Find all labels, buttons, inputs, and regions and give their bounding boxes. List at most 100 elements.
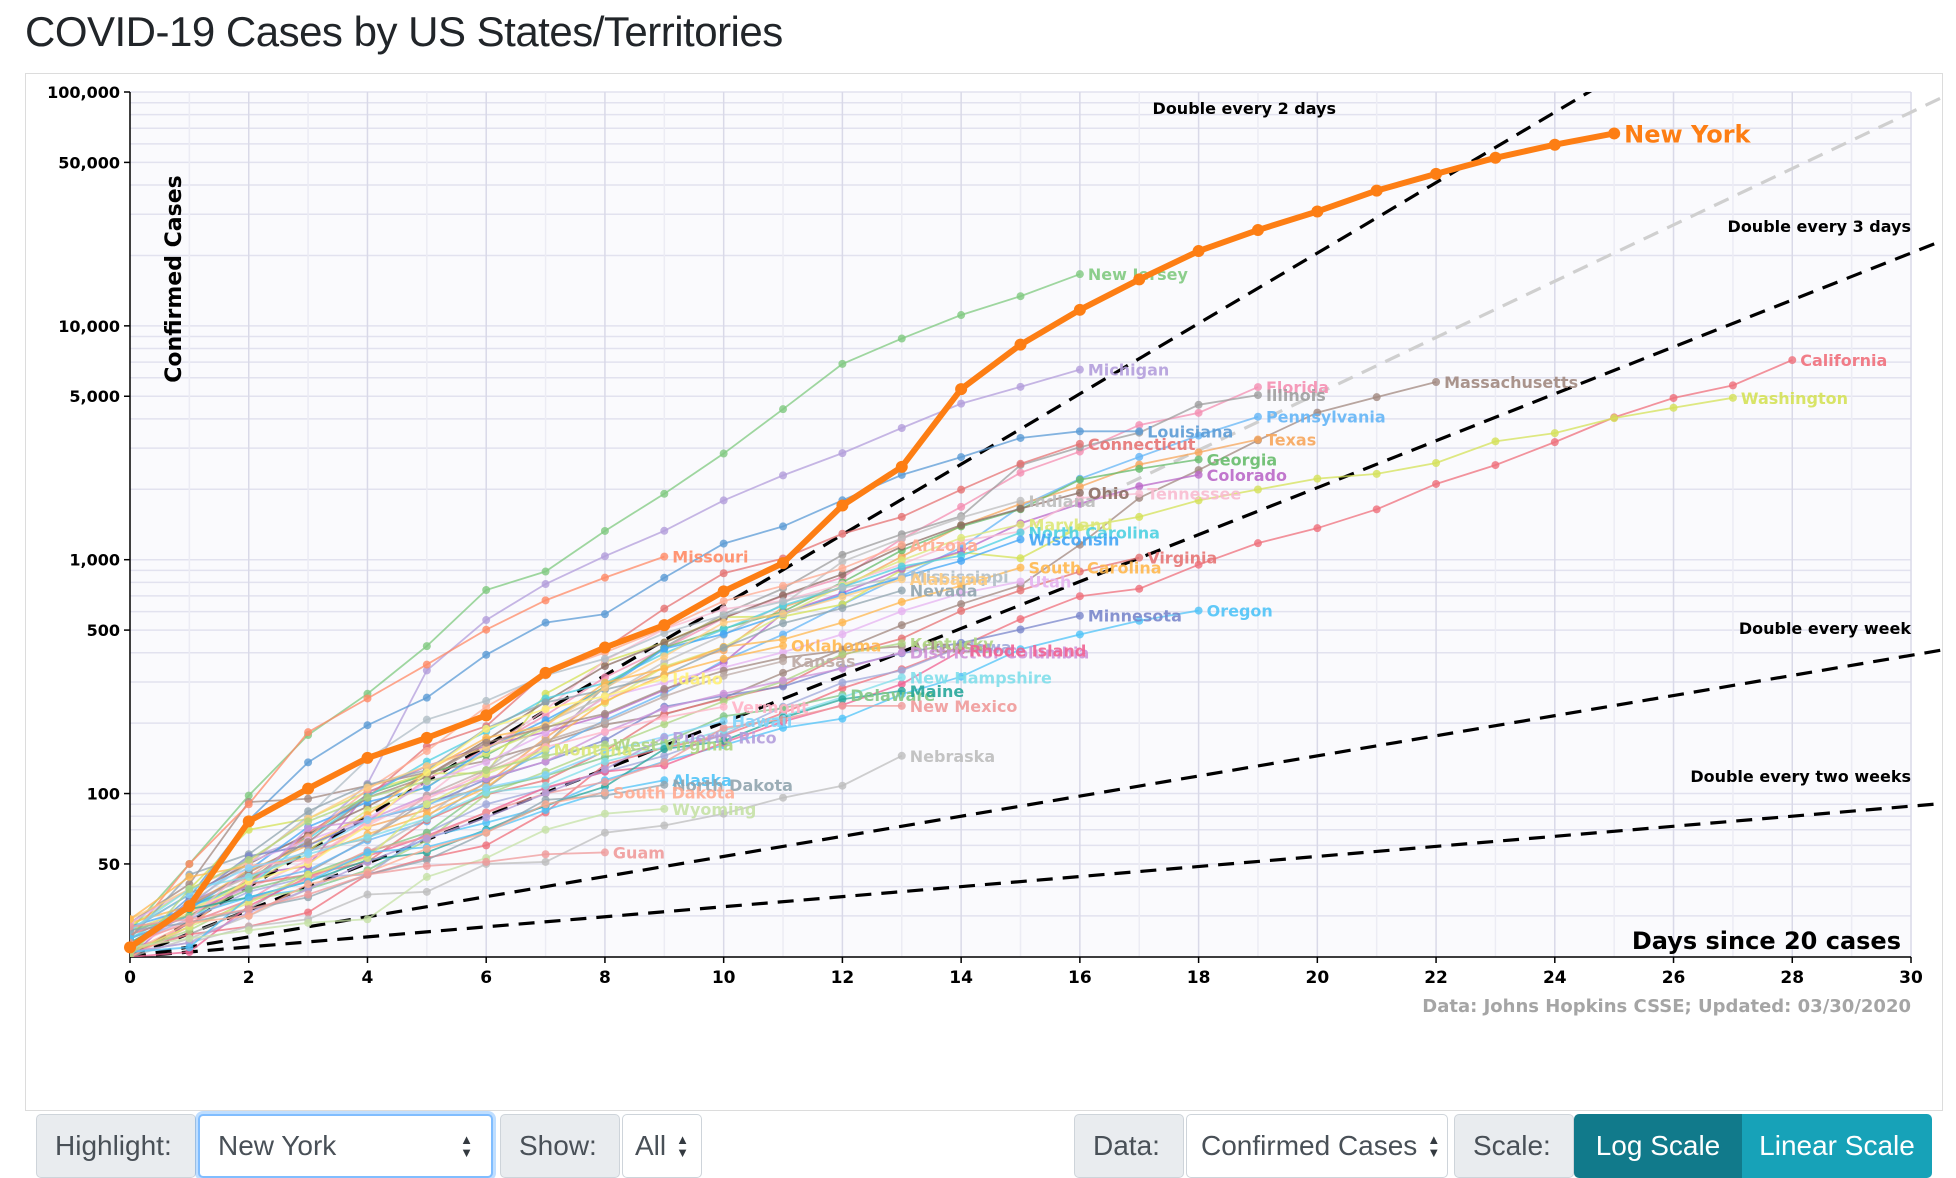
series-point [957, 589, 966, 598]
series-point [363, 854, 372, 863]
select-arrows-icon: ▲ ▼ [460, 1132, 473, 1160]
series-point [1194, 448, 1203, 457]
highlight-point [1489, 151, 1502, 164]
series-point [363, 890, 372, 899]
series-end-label: Alabama [910, 570, 988, 589]
highlight-point [1192, 245, 1205, 258]
series-point [1194, 408, 1203, 417]
series-point [304, 824, 313, 833]
series-point [1016, 496, 1025, 505]
series-point [185, 859, 194, 868]
series-point [838, 449, 847, 458]
series-point [482, 616, 491, 625]
highlight-point [717, 585, 730, 598]
series-point [600, 662, 609, 671]
series-point [957, 600, 966, 609]
series-point [482, 766, 491, 775]
series-point [660, 684, 669, 693]
x-tick-label: 18 [1187, 968, 1211, 988]
series-point [660, 489, 669, 498]
series-point [422, 693, 431, 702]
series-point [363, 783, 372, 792]
series-end-label: Montana [554, 741, 633, 760]
highlight-line [128, 130, 1615, 950]
series-point [957, 521, 966, 530]
highlight-point [777, 557, 790, 570]
series-end-label: Alaska [672, 771, 732, 790]
series-point [482, 696, 491, 705]
series-point [482, 800, 491, 809]
series-point [779, 668, 788, 677]
highlight-point [361, 751, 374, 764]
series-point [1016, 563, 1025, 572]
reference-line-label: Double every 2 days [1153, 99, 1336, 118]
series-end-label: West Virginia [613, 736, 734, 755]
series-point [600, 788, 609, 797]
series-point [600, 778, 609, 787]
data-select[interactable]: Confirmed Cases ▲ ▼ [1186, 1114, 1448, 1178]
series-end-label: Kentucky [910, 634, 995, 653]
series-line [130, 589, 903, 940]
series-point [660, 821, 669, 830]
series-end-label: Guam [613, 843, 665, 862]
series-point [719, 611, 728, 620]
series-point [719, 643, 728, 652]
reference-line-label: Double every two weeks [1690, 767, 1911, 786]
series-point [660, 604, 669, 613]
y-tick-label: 5,000 [69, 387, 120, 406]
series-point [482, 586, 491, 595]
series-point [838, 684, 847, 693]
series-point [600, 709, 609, 718]
series-point [897, 512, 906, 521]
series-line [130, 430, 1140, 949]
series-end-label: Minnesota [1088, 607, 1182, 626]
series-point [130, 915, 134, 924]
series-point [660, 720, 669, 729]
series-end-label: Delaware [850, 686, 935, 705]
series-line [130, 544, 903, 957]
series-point [304, 908, 313, 917]
series-point [897, 575, 906, 584]
series-point [422, 861, 431, 870]
series-point [1313, 474, 1322, 483]
series-point [897, 648, 906, 657]
highlight-select[interactable]: New York ▲ ▼ [198, 1114, 493, 1178]
series-point [541, 745, 550, 754]
series-point [1016, 586, 1025, 595]
series-point [897, 666, 906, 675]
series-point [1550, 438, 1559, 447]
highlight-point [1133, 273, 1146, 286]
series-end-label: Georgia [1207, 450, 1278, 469]
series-point [1253, 539, 1262, 548]
series-end-label: Missouri [672, 548, 748, 567]
show-select[interactable]: All ▲ ▼ [622, 1114, 702, 1178]
series-point [1194, 560, 1203, 569]
series-line [130, 705, 902, 944]
series-point [363, 694, 372, 703]
series-end-label: New Mexico [910, 697, 1018, 716]
series-point [779, 793, 788, 802]
series-line [130, 677, 665, 944]
series-point [957, 485, 966, 494]
series-point [1194, 606, 1203, 615]
series-point [1016, 528, 1025, 537]
series-point [838, 695, 847, 704]
series-point [1016, 520, 1025, 529]
series-point [600, 757, 609, 766]
series-point [244, 800, 253, 809]
series-point [779, 676, 788, 685]
series-end-label: Kansas [791, 652, 855, 671]
reference-line [130, 239, 1942, 957]
series-point [957, 672, 966, 681]
log-scale-button[interactable]: Log Scale [1574, 1114, 1742, 1178]
linear-scale-button[interactable]: Linear Scale [1742, 1114, 1932, 1178]
series-point [541, 800, 550, 809]
series-point [1016, 468, 1025, 477]
series-end-label: Colorado [1207, 466, 1287, 485]
series-point [838, 630, 847, 639]
series-point [422, 783, 431, 792]
y-tick-label: 500 [87, 621, 120, 640]
select-arrows-icon: ▲ ▼ [1427, 1132, 1441, 1160]
highlight-point [1430, 167, 1443, 180]
series-line [130, 660, 784, 949]
